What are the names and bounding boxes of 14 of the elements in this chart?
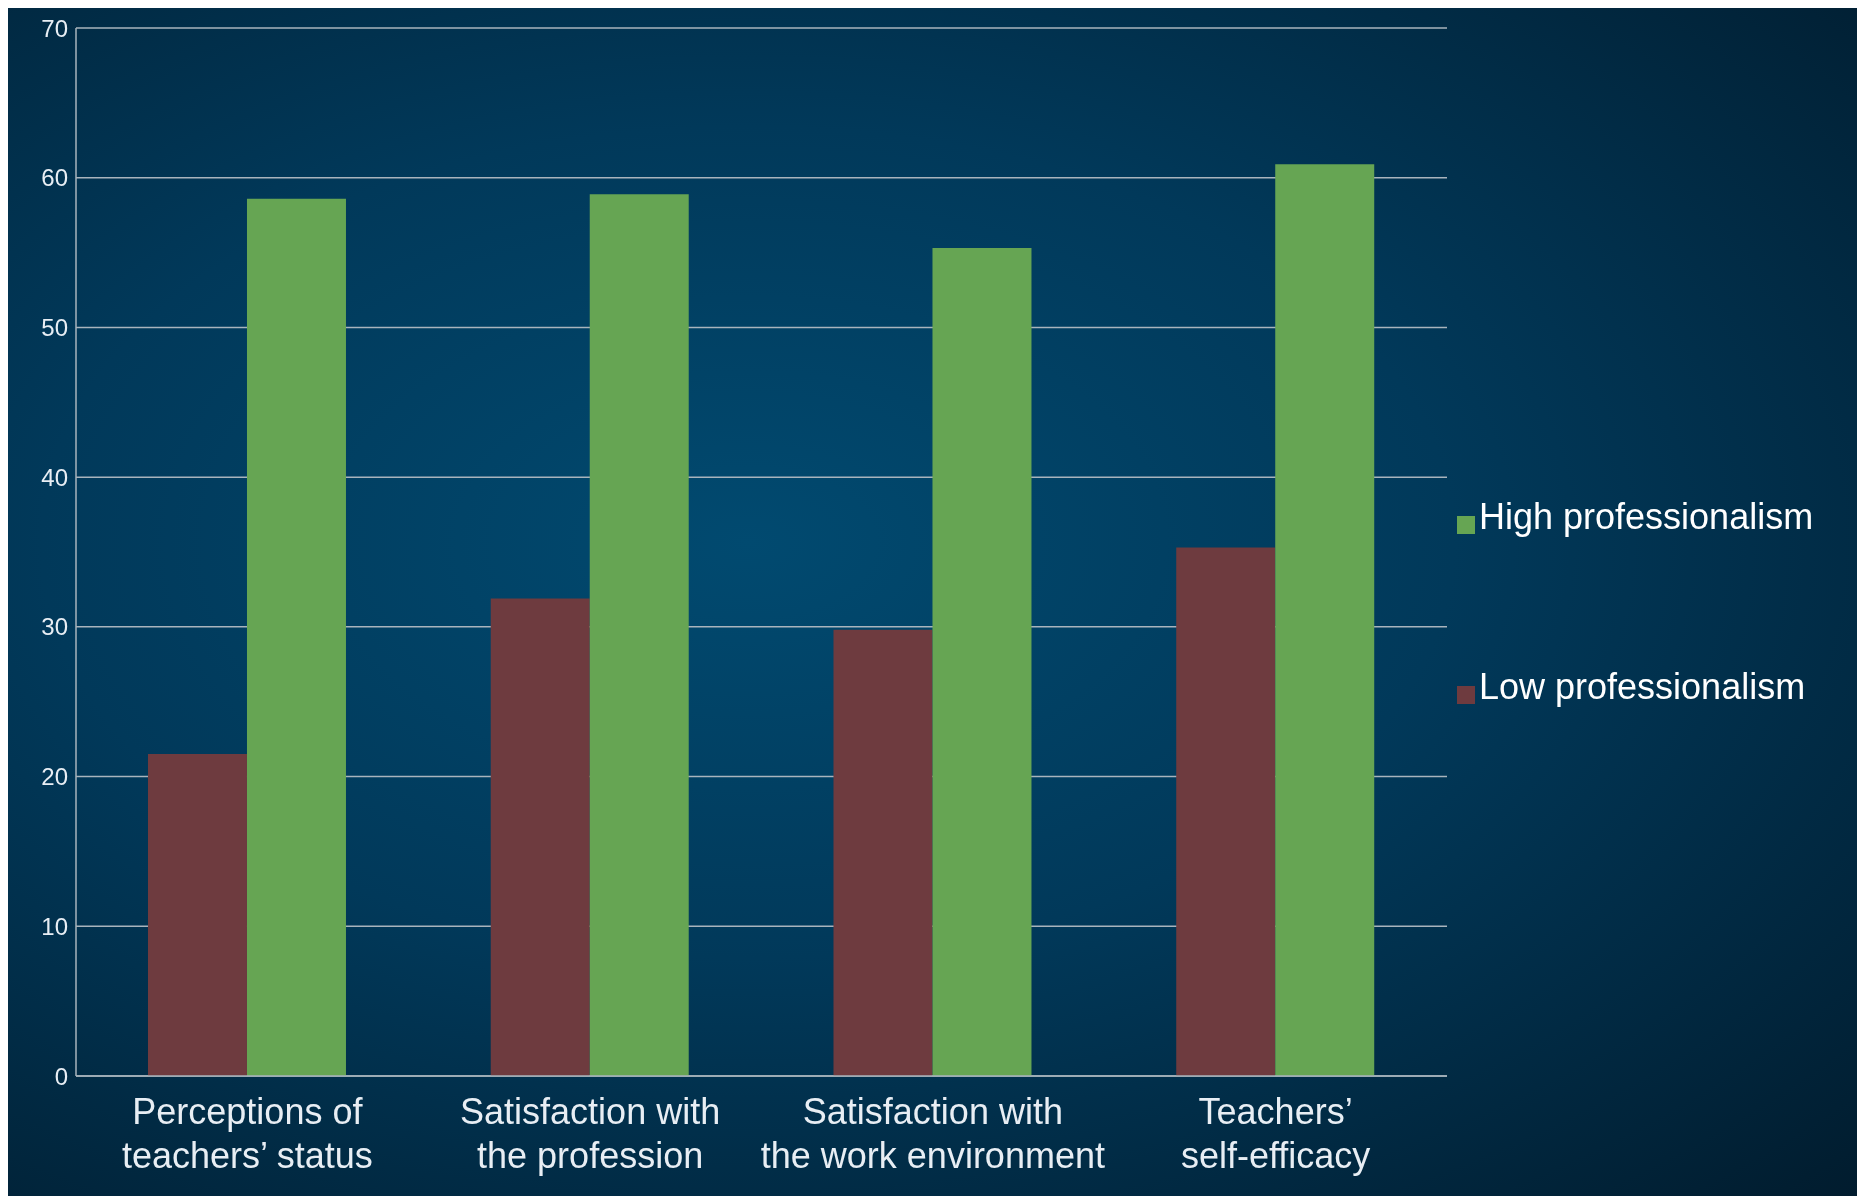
y-tick-label: 70 <box>41 14 68 42</box>
y-tick-label: 10 <box>41 912 68 940</box>
y-tick-label: 0 <box>54 1062 68 1090</box>
x-tick-label: Perceptions of teachers’ status <box>121 1091 373 1176</box>
y-tick-label: 40 <box>41 463 68 491</box>
x-tick-label: Satisfaction with the work environment <box>760 1091 1105 1176</box>
x-tick-label: Teachers’ self-efficacy <box>1180 1091 1371 1176</box>
x-tick-label: Satisfaction with the profession <box>460 1091 721 1176</box>
y-tick-label: 20 <box>41 763 68 791</box>
legend-label: High professionalism <box>1479 496 1814 537</box>
legend-label: Low professionalism <box>1479 666 1806 707</box>
y-tick-label: 50 <box>41 313 68 341</box>
y-tick-label: 60 <box>41 164 68 192</box>
y-tick-label: 30 <box>41 613 68 641</box>
